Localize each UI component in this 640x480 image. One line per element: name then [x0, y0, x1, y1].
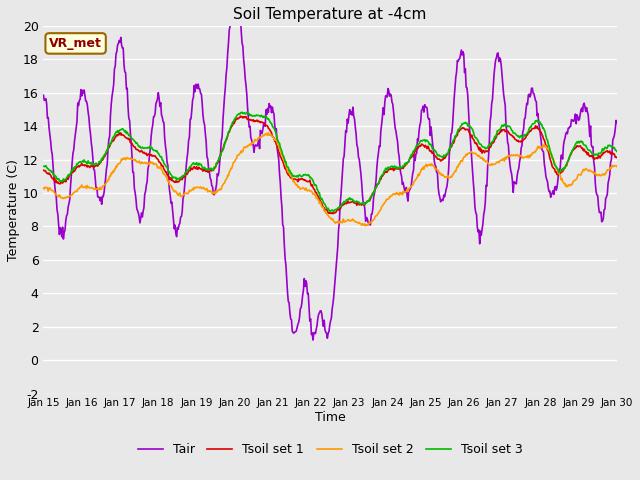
X-axis label: Time: Time: [315, 411, 346, 424]
Text: VR_met: VR_met: [49, 37, 102, 50]
Y-axis label: Temperature (C): Temperature (C): [7, 159, 20, 261]
Legend: Tair, Tsoil set 1, Tsoil set 2, Tsoil set 3: Tair, Tsoil set 1, Tsoil set 2, Tsoil se…: [132, 438, 527, 461]
Title: Soil Temperature at -4cm: Soil Temperature at -4cm: [234, 7, 427, 22]
